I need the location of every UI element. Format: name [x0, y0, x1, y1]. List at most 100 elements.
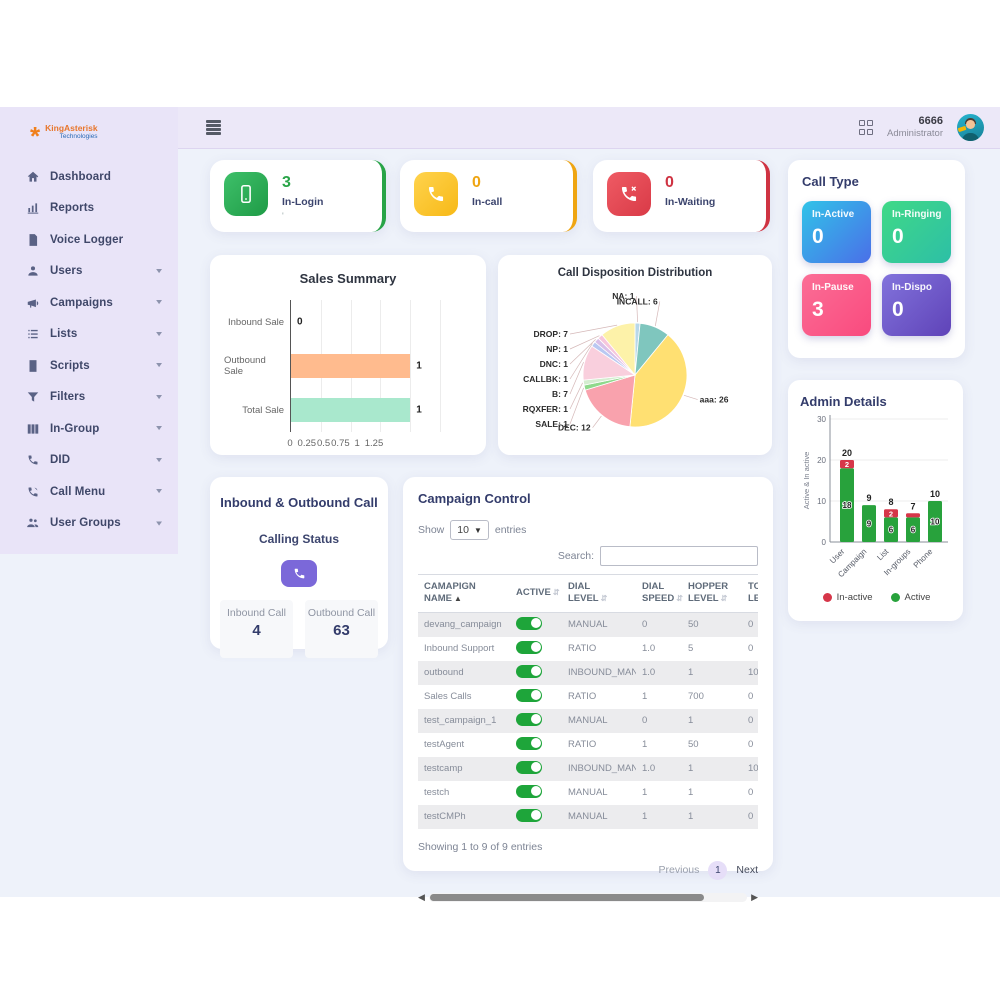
call-button[interactable]	[281, 560, 317, 587]
column-header-dial-speed[interactable]: DIAL SPEED ⇵	[636, 574, 683, 613]
sales-category-label: Total Sale	[242, 404, 284, 416]
cell: 0	[742, 804, 758, 829]
hamburger-menu-icon[interactable]	[206, 119, 221, 137]
topbar: 6666 Administrator	[178, 107, 1000, 149]
entries-select[interactable]: 10 ▼	[450, 520, 489, 540]
active-toggle[interactable]	[516, 760, 542, 774]
sidebar-menu: Dashboard Reports Voice Logger Users ▼ Campai…	[0, 161, 178, 539]
logo-sub: Technologies	[59, 132, 98, 140]
pie-slice-drop	[601, 322, 636, 377]
admin-legend: In-active Active	[800, 592, 953, 603]
sidebar-item-call-menu[interactable]: Call Menu ▼	[0, 476, 178, 508]
active-toggle[interactable]	[516, 712, 542, 726]
chevron-down-icon: ▼	[154, 298, 164, 307]
call-type-title: Call Type	[802, 174, 859, 189]
previous-button[interactable]: Previous	[658, 864, 700, 877]
avatar[interactable]	[957, 114, 984, 141]
chevron-down-icon: ▼	[154, 519, 164, 528]
sales-bar-value: 1	[416, 404, 422, 416]
cell: 0	[636, 708, 682, 733]
cell-active	[510, 708, 562, 733]
column-header-hopper-level[interactable]: HOPPER LEVEL ⇵	[682, 574, 742, 613]
sidebar-item-reports[interactable]: Reports	[0, 193, 178, 225]
admin-bar-active-user	[840, 468, 854, 542]
active-toggle[interactable]	[516, 808, 542, 822]
stat-card-in-login: 3 In-Login '	[210, 160, 386, 232]
legend-item-in-active: In-active	[822, 592, 873, 603]
outbound-call-value: 63	[333, 622, 350, 640]
sidebar-item-users[interactable]: Users ▼	[0, 256, 178, 288]
stat-value: 3	[282, 174, 291, 191]
sidebar-item-user-groups[interactable]: User Groups ▼	[0, 508, 178, 540]
brand-logo[interactable]: * KingAsterisk Technologies	[0, 107, 178, 153]
active-toggle[interactable]	[516, 736, 542, 750]
sales-x-axis: 0 0.25 0.5 0.75 1 1.25	[287, 438, 383, 454]
active-toggle[interactable]	[516, 784, 542, 798]
stat-note: '	[282, 211, 284, 222]
sidebar-item-filters[interactable]: Filters ▼	[0, 382, 178, 414]
column-header-camapign-name[interactable]: CAMAPIGN NAME ▲	[418, 574, 510, 613]
call-disposition-title: Call Disposition Distribution	[557, 267, 713, 279]
sidebar-item-in-group[interactable]: In-Group ▼	[0, 413, 178, 445]
script-icon	[26, 359, 40, 373]
home-icon	[26, 170, 40, 184]
active-toggle[interactable]	[516, 640, 542, 654]
outbound-call-box: Outbound Call 63	[305, 600, 378, 658]
chevron-down-icon: ▼	[154, 424, 164, 433]
sidebar-item-lists[interactable]: Lists ▼	[0, 319, 178, 351]
cell: devang_campaign	[418, 612, 510, 637]
scroll-right-icon[interactable]: ▶	[751, 891, 758, 902]
table-row: Sales Calls RATIO 1 700 0	[418, 685, 758, 709]
user-role: Administrator	[887, 128, 943, 140]
call-type-tile-value: 3	[812, 298, 824, 321]
active-toggle[interactable]	[516, 688, 542, 702]
apps-grid-icon[interactable]	[858, 120, 874, 135]
cell: 100	[742, 756, 758, 781]
table-row: test_campaign_1 MANUAL 0 1 0	[418, 708, 758, 733]
sales-summary-title: Sales Summary	[299, 271, 397, 286]
call-type-tile-in-active[interactable]: In-Active 0	[802, 201, 871, 263]
call-type-tile-in-pause[interactable]: In-Pause 3	[802, 274, 871, 336]
call-type-tile-in-ringing[interactable]: In-Ringing 0	[882, 201, 951, 263]
scrollbar-thumb[interactable]	[429, 893, 704, 901]
cell: testCMPh	[418, 804, 510, 829]
call-type-tile-in-dispo[interactable]: In-Dispo 0	[882, 274, 951, 336]
column-header-active[interactable]: ACTIVE ⇵	[510, 574, 562, 613]
inbound-call-label: Inbound Call	[227, 607, 286, 619]
admin-bar-total: 9	[866, 493, 871, 503]
scrollbar-track[interactable]	[428, 892, 748, 902]
pie-label-line	[654, 301, 661, 327]
column-header-dial-level[interactable]: DIAL LEVEL ⇵	[562, 574, 636, 613]
sidebar-item-voice-logger[interactable]: Voice Logger	[0, 224, 178, 256]
cell: 1.0	[636, 756, 682, 781]
scroll-left-icon[interactable]: ◀	[418, 891, 425, 902]
sales-y-labels: Inbound Sale Outbound Sale Total Sale	[224, 300, 290, 432]
sales-plot-area: 0 1 1	[290, 300, 441, 432]
pie-label: CALLBK: 1	[523, 374, 568, 384]
outbound-call-label: Outbound Call	[307, 607, 376, 619]
admin-y-tick: 0	[822, 538, 827, 547]
cell: 1	[682, 708, 742, 733]
admin-y-tick: 30	[817, 415, 826, 424]
cell: RATIO	[568, 643, 597, 655]
sidebar-item-campaigns[interactable]: Campaigns ▼	[0, 287, 178, 319]
cell: 1.0	[636, 660, 682, 685]
admin-bar-inactive-list	[884, 509, 898, 518]
sidebar-item-did[interactable]: DID ▼	[0, 445, 178, 477]
cell: 0	[742, 612, 758, 637]
next-button[interactable]: Next	[736, 864, 758, 877]
pie-label-line	[569, 343, 593, 380]
column-header-total-leads[interactable]: TOTAL LEADS⇵	[742, 574, 758, 613]
sort-icon: ⇵	[600, 594, 608, 604]
page-1-button[interactable]: 1	[708, 860, 728, 880]
active-toggle[interactable]	[516, 664, 542, 678]
sidebar-item-dashboard[interactable]: Dashboard	[0, 161, 178, 193]
cell-active	[510, 660, 562, 685]
sidebar-item-label: Filters	[50, 391, 86, 404]
admin-details-card: Admin Details 0 10 20 30 Active & In active 2…	[788, 380, 963, 621]
active-toggle[interactable]	[516, 616, 542, 630]
sidebar-item-scripts[interactable]: Scripts ▼	[0, 350, 178, 382]
search-input[interactable]	[600, 546, 758, 566]
campaign-control-title: Campaign Control	[418, 491, 531, 506]
sales-x-tick: 0	[287, 438, 293, 449]
